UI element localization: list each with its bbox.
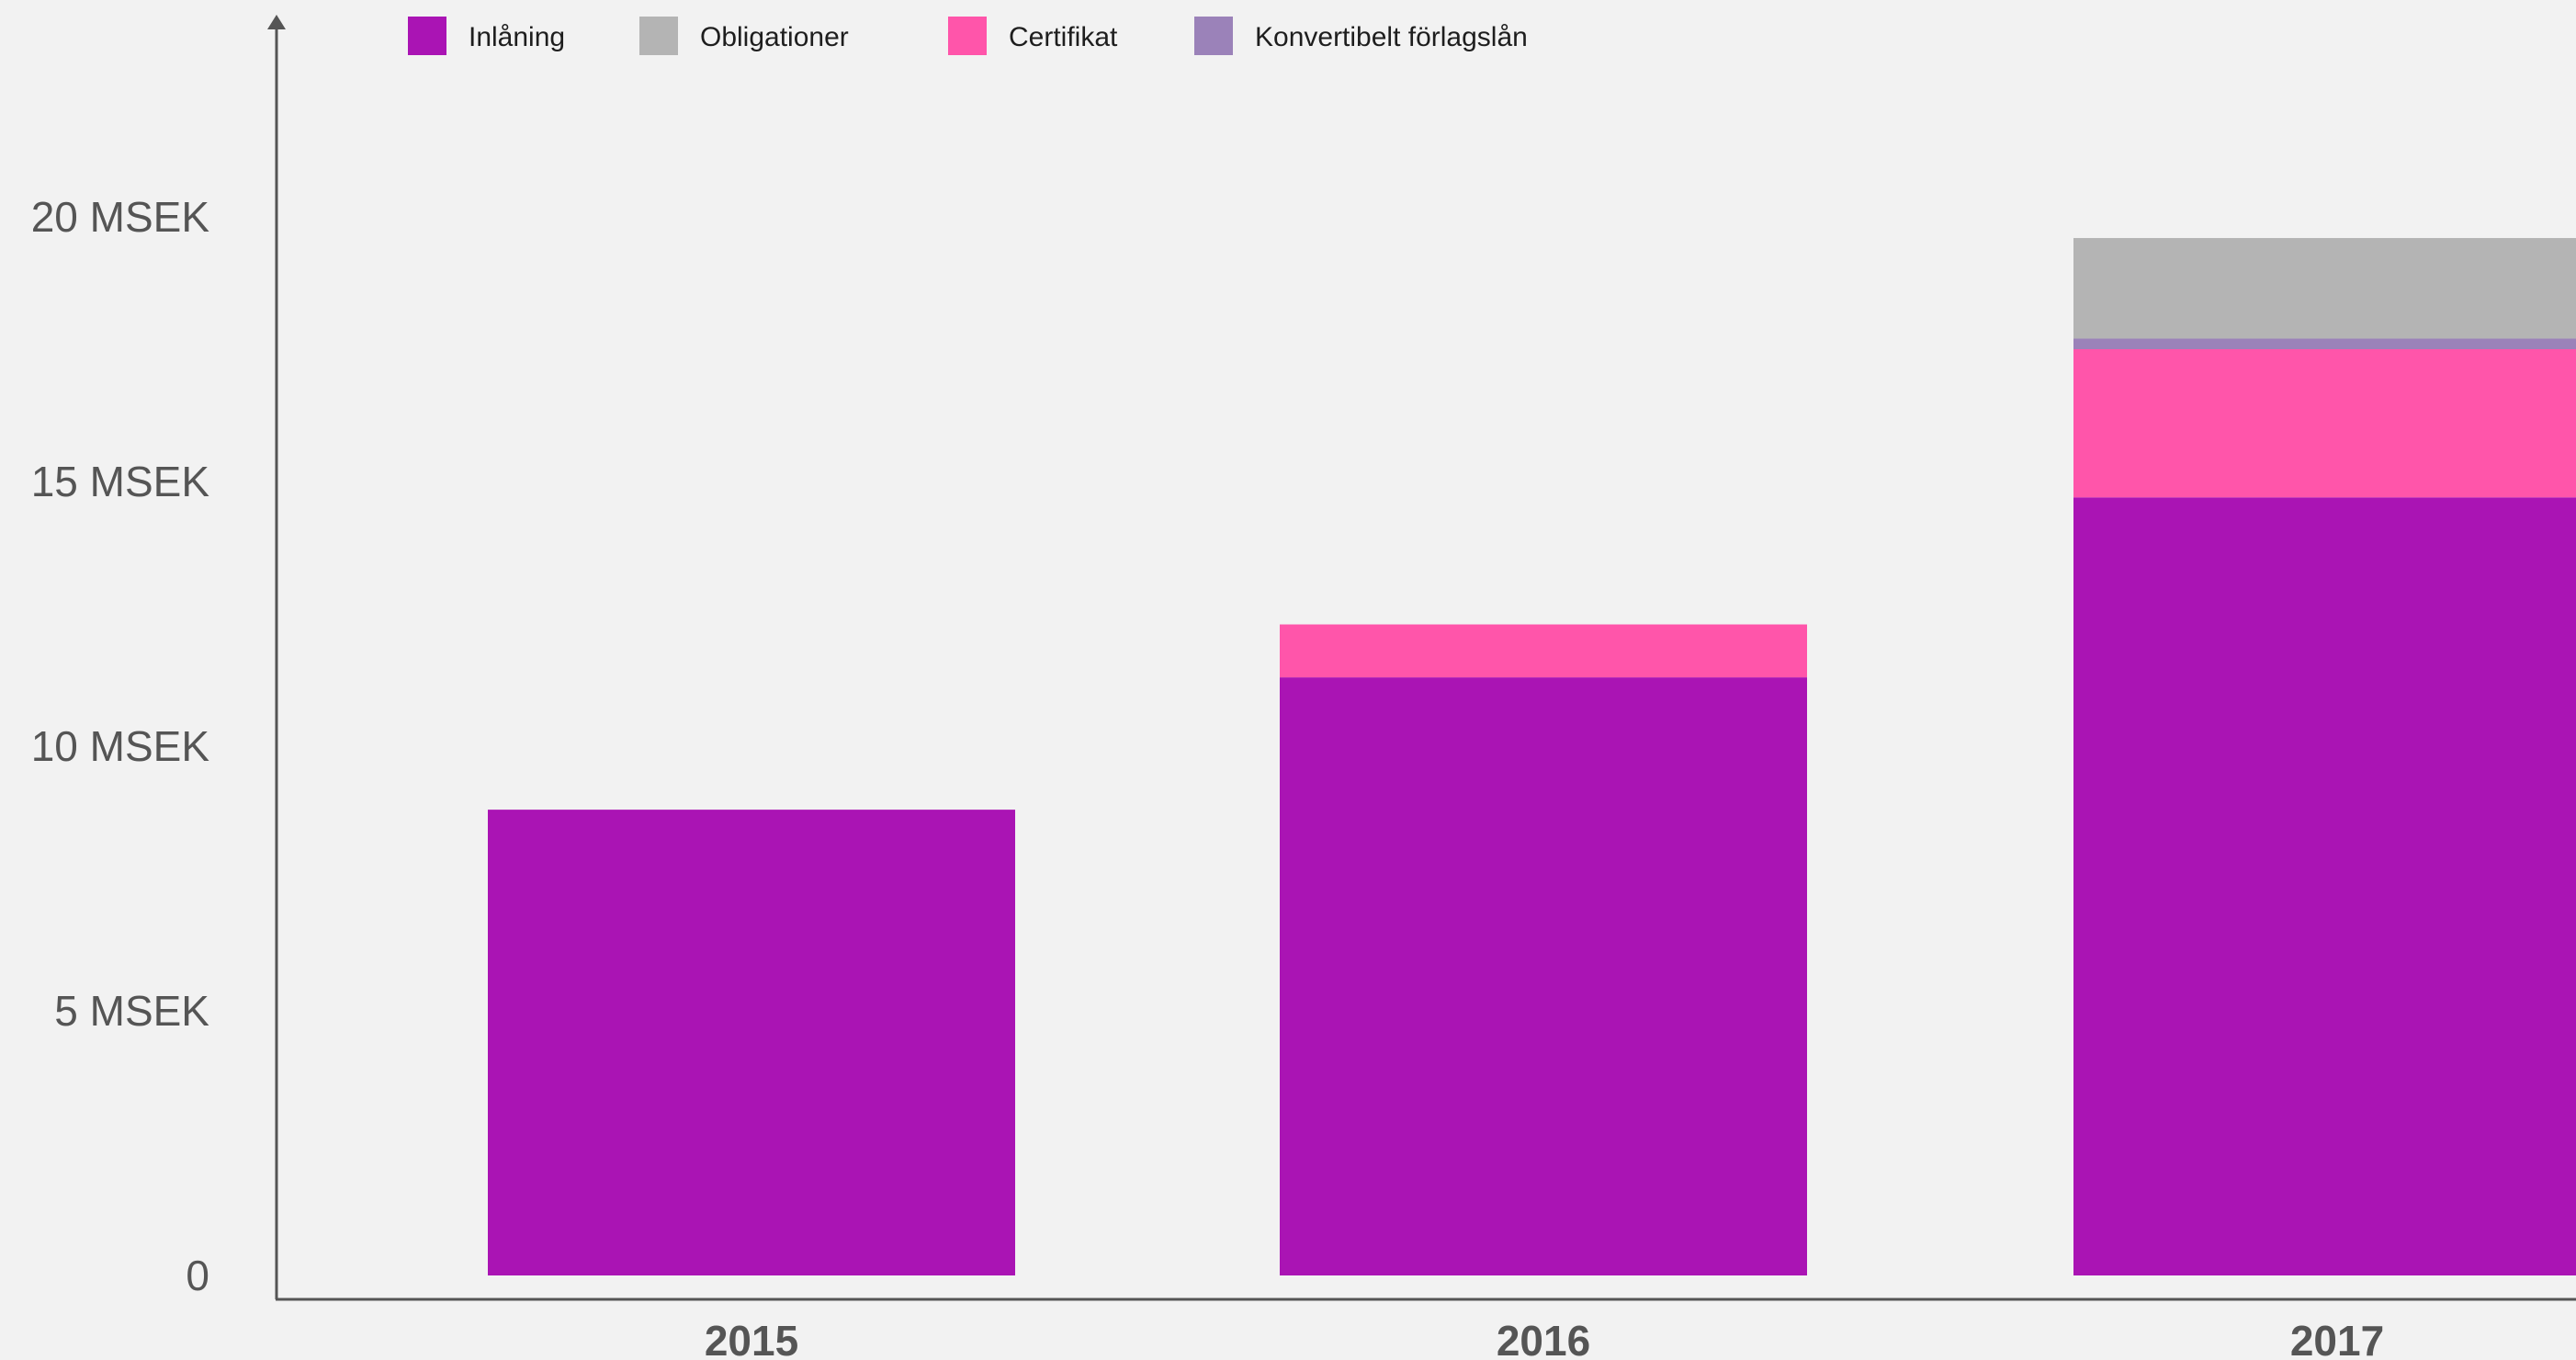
legend-item: Konvertibelt förlagslån	[1194, 17, 1528, 55]
legend-label: Inlåning	[469, 22, 565, 52]
y-axis-arrow-icon	[267, 15, 286, 29]
bar-segment-konvertibelt-förlagslån-2017	[2073, 338, 2576, 349]
legend-swatch	[948, 17, 987, 55]
legend-label: Obligationer	[700, 22, 849, 52]
bar-segment-inlåning-2017	[2073, 497, 2576, 1275]
bar-segment-inlåning-2015	[488, 810, 1015, 1275]
bar-segment-certifikat-2016	[1280, 624, 1807, 678]
bar-segment-obligationer-2017	[2073, 238, 2576, 339]
legend-label: Konvertibelt förlagslån	[1255, 22, 1528, 52]
x-category-label: 2017	[2290, 1317, 2384, 1360]
bar-stack-2016	[1280, 624, 1807, 1275]
legend-item: Certifikat	[948, 17, 1118, 55]
y-tick-label: 20 MSEK	[31, 193, 210, 241]
y-tick-label: 15 MSEK	[31, 458, 210, 505]
x-category-label: 2016	[1497, 1317, 1590, 1360]
bars	[488, 238, 2576, 1275]
y-tick-label: 0	[186, 1252, 209, 1299]
legend-swatch	[639, 17, 678, 55]
legend: Inlåning Obligationer Certifikat Konvertibe…	[408, 17, 1528, 55]
y-tick-label: 5 MSEK	[54, 987, 209, 1035]
bar-segment-inlåning-2016	[1280, 677, 1807, 1275]
y-tick-labels: 0 5 MSEK 10 MSEK 15 MSEK 20 MSEK	[31, 193, 210, 1299]
legend-item: Inlåning	[408, 17, 565, 55]
legend-label: Certifikat	[1009, 22, 1118, 52]
bar-stack-2017	[2073, 238, 2576, 1275]
legend-swatch	[408, 17, 446, 55]
y-tick-label: 10 MSEK	[31, 722, 210, 770]
bar-segment-certifikat-2017	[2073, 349, 2576, 498]
bar-stack-2015	[488, 810, 1015, 1275]
x-category-labels: 2015 2016 2017	[705, 1317, 2384, 1360]
legend-swatch	[1194, 17, 1233, 55]
x-category-label: 2015	[705, 1317, 798, 1360]
y-axis	[267, 15, 286, 1299]
legend-item: Obligationer	[639, 17, 849, 55]
